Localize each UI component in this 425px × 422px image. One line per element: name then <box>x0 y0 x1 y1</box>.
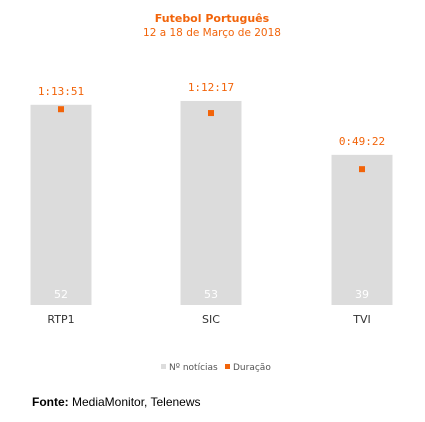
legend-swatch-duracao <box>225 364 230 369</box>
duration-marker-rtp1 <box>58 106 64 113</box>
legend-label-duracao: Duração <box>233 363 271 373</box>
duration-label-sic: 1:12:17 <box>188 81 234 94</box>
count-label-rtp1: 52 <box>54 288 68 301</box>
bar-rtp1 <box>30 104 92 305</box>
duration-marker-tvi <box>359 166 365 173</box>
source-note: Fonte: MediaMonitor, Telenews <box>32 395 201 409</box>
bar-tvi <box>331 154 393 305</box>
chart-title: Futebol Português <box>155 12 270 25</box>
duration-label-rtp1: 1:13:51 <box>38 85 84 98</box>
category-label-rtp1: RTP1 <box>47 313 74 326</box>
chart-subtitle: 12 a 18 de Março de 2018 <box>143 27 281 39</box>
legend: Nº notícias Duração <box>161 363 271 373</box>
duration-marker-sic <box>208 110 214 117</box>
source-label: Fonte: <box>32 395 69 409</box>
category-label-tvi: TVI <box>352 313 371 326</box>
bar-sic <box>180 100 242 305</box>
count-label-sic: 53 <box>204 288 218 301</box>
legend-label-noticias: Nº notícias <box>169 363 218 373</box>
source-text: MediaMonitor, Telenews <box>72 395 201 409</box>
count-label-tvi: 39 <box>355 288 369 301</box>
category-label-sic: SIC <box>202 313 220 326</box>
bars-group: 52 RTP1 1:13:51 53 SIC 1:12:17 39 TVI 0:49:22 <box>30 81 393 326</box>
duration-label-tvi: 0:49:22 <box>339 135 385 148</box>
legend-swatch-noticias <box>161 364 166 369</box>
